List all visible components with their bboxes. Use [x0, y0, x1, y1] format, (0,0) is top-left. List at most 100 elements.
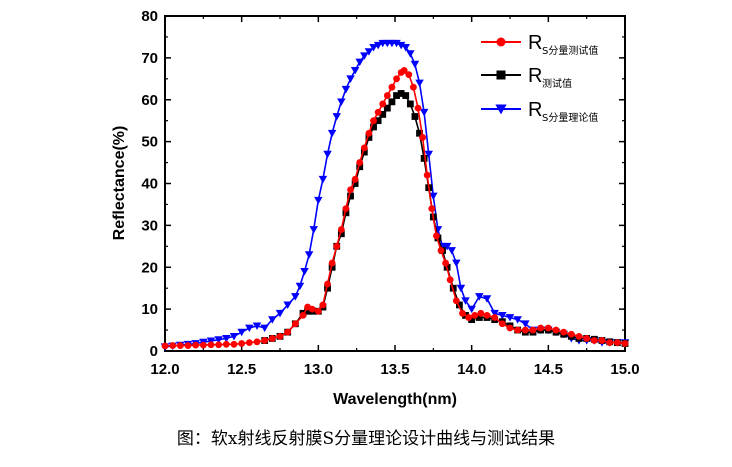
data-point: [383, 92, 391, 99]
data-point: [513, 316, 522, 324]
y-tick-label: 30: [141, 217, 158, 234]
data-point: [215, 341, 223, 349]
data-point: [552, 326, 560, 334]
data-point: [613, 339, 621, 347]
data-point: [176, 342, 184, 349]
data-point: [222, 340, 230, 348]
series-triangle-down: [160, 39, 630, 351]
data-point: [238, 340, 246, 347]
data-point: [414, 104, 422, 112]
data-point: [567, 330, 575, 338]
data-point: [360, 52, 369, 60]
data-point: [364, 48, 374, 56]
data-point: [475, 293, 484, 301]
data-point: [356, 163, 364, 171]
data-point: [483, 312, 491, 319]
data-point: [328, 263, 336, 271]
data-point: [419, 134, 426, 141]
legend-sublabel: 测试值: [542, 77, 572, 90]
x-tick-label: 14.0: [457, 361, 486, 378]
x-tick-label: 13.0: [304, 361, 333, 378]
data-point: [199, 341, 207, 349]
data-point: [401, 44, 410, 52]
data-point: [342, 209, 350, 217]
x-axis-title: Wavelength(nm): [333, 391, 457, 408]
data-point: [283, 301, 292, 309]
data-point: [506, 324, 514, 332]
data-point: [498, 320, 506, 328]
series-line: [164, 69, 626, 347]
x-tick-label: 15.0: [610, 361, 639, 378]
data-point: [299, 312, 307, 319]
data-point: [406, 100, 414, 108]
data-point: [521, 320, 530, 328]
data-point: [383, 104, 391, 112]
data-point: [405, 71, 413, 79]
data-point: [420, 154, 428, 162]
y-axis-title: Reflectance(%): [111, 126, 128, 241]
data-point: [207, 341, 215, 349]
data-point: [328, 259, 336, 267]
data-point: [304, 307, 311, 315]
data-point: [477, 309, 485, 317]
data-point: [475, 314, 483, 321]
data-point: [318, 175, 328, 184]
data-point: [433, 232, 440, 240]
data-point: [447, 247, 456, 255]
x-tick-label: 12.5: [227, 361, 256, 378]
data-point: [406, 50, 415, 58]
data-point: [369, 44, 378, 52]
data-point: [393, 75, 400, 83]
data-point: [222, 335, 231, 343]
y-tick-label: 10: [141, 301, 158, 318]
data-point: [514, 326, 522, 334]
data-point: [337, 226, 345, 233]
data-point: [206, 337, 216, 345]
data-point: [491, 314, 499, 321]
data-point: [355, 58, 364, 67]
data-point: [347, 192, 354, 200]
data-point: [276, 332, 284, 340]
data-point: [253, 338, 261, 346]
data-point: [424, 150, 433, 159]
legend-marker: [496, 70, 506, 80]
data-point: [341, 85, 351, 94]
data-point: [537, 324, 545, 332]
data-point: [521, 326, 529, 334]
data-point: [309, 226, 318, 234]
data-point: [268, 335, 276, 342]
plot-frame: [164, 15, 626, 352]
data-point: [346, 75, 355, 83]
data-point: [304, 251, 314, 259]
y-tick-label: 50: [141, 134, 158, 151]
data-point: [192, 341, 200, 349]
data-point: [461, 297, 470, 305]
data-point: [442, 242, 452, 251]
legend-label: R: [528, 32, 542, 54]
data-point: [410, 60, 420, 69]
data-point: [260, 324, 269, 333]
data-point: [268, 316, 277, 324]
data-point: [347, 186, 354, 194]
x-tick-label: 12.0: [150, 361, 179, 378]
series-layer: [160, 39, 630, 351]
data-point: [598, 337, 606, 344]
data-point: [337, 98, 346, 106]
data-point: [370, 117, 377, 125]
series-square: [261, 90, 629, 347]
data-point: [323, 150, 332, 159]
data-point: [314, 307, 322, 315]
legend-sublabel: S分量测试值: [542, 44, 598, 57]
data-point: [397, 90, 405, 97]
data-point: [400, 67, 408, 74]
data-point: [388, 98, 396, 106]
data-point: [373, 41, 383, 50]
data-point: [583, 335, 591, 342]
data-point: [295, 282, 305, 291]
data-point: [560, 328, 568, 336]
data-point: [261, 337, 269, 344]
data-point: [214, 336, 223, 344]
series-circle: [161, 67, 629, 350]
data-point: [291, 293, 300, 301]
data-point: [319, 301, 327, 309]
